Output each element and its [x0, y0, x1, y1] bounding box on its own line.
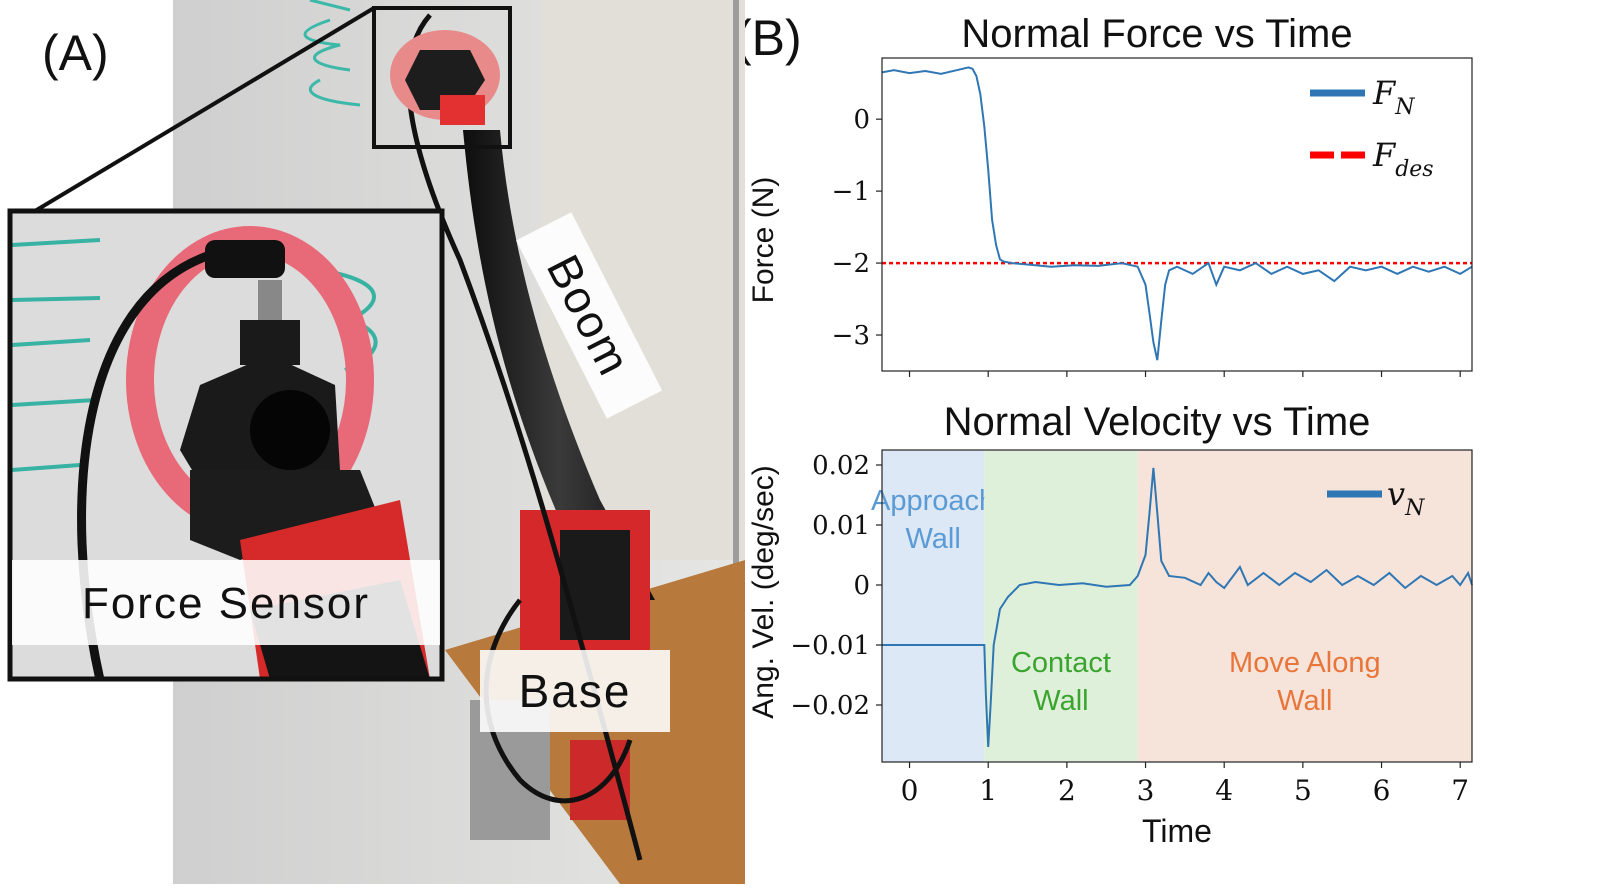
velocity-legend: vN	[1327, 475, 1425, 521]
panel-a-label: (A)	[42, 25, 109, 81]
force-plot-area	[882, 58, 1472, 371]
velocity-chart-title: Normal Velocity vs Time	[944, 400, 1371, 444]
velocity-x-tick-label: 0	[901, 774, 919, 807]
velocity-x-tick-label: 6	[1373, 774, 1391, 807]
base-label-box	[480, 650, 670, 732]
velocity-plot-frame	[881, 449, 1473, 763]
inset-frame	[7, 208, 445, 682]
legend-label-fdes: Fdes	[1372, 136, 1434, 182]
sensor-top	[390, 30, 500, 125]
chart-panel: (B) Normal Force vs Time Force (N) 0 −1 −2…	[735, 0, 1617, 884]
force-sensor-callout: Force Sensor	[82, 579, 370, 628]
force-chart-title: Normal Force vs Time	[961, 12, 1352, 56]
velocity-x-label: Time	[1142, 813, 1212, 849]
force-line	[881, 66, 1473, 361]
force-sensor-label-box	[12, 560, 440, 645]
velocity-x-tick-label: 1	[979, 774, 997, 807]
boom-label-box	[516, 212, 663, 419]
robot-photo: Force Sensor Boom Base (A)	[0, 0, 745, 884]
force-plot-frame	[881, 57, 1473, 372]
region-label-move-along: Wall	[1277, 685, 1332, 717]
inset-source-box	[372, 6, 512, 149]
velocity-x-tick-label: 4	[1215, 774, 1233, 807]
velocity-y-tick-label: 0	[853, 571, 870, 601]
velocity-chart: Normal Velocity vs Time Ang. Vel. (deg/s…	[747, 400, 1473, 849]
force-y-tick-label: 0	[853, 105, 870, 135]
photo-panel: Force Sensor Boom Base (A)	[0, 0, 745, 884]
region-approach	[882, 450, 985, 762]
region-contact	[984, 450, 1138, 762]
region-label-approach: Wall	[905, 523, 960, 555]
region-label-approach: Approach	[871, 485, 995, 517]
panel-b-label: (B)	[745, 10, 802, 66]
region-move-along	[1137, 450, 1472, 762]
photo-edge	[733, 0, 739, 884]
force-y-tick-label: −3	[832, 321, 870, 351]
velocity-x-tick-label: 7	[1451, 774, 1469, 807]
velocity-line	[882, 467, 1473, 748]
inset-connector-line	[33, 6, 376, 213]
legend-label-fn: FN	[1372, 74, 1415, 120]
velocity-x-tick-label: 3	[1137, 774, 1155, 807]
region-label-move-along: Move Along	[1229, 647, 1381, 679]
force-y-tick-label: −1	[832, 177, 870, 207]
velocity-y-tick-label: 0.01	[812, 511, 870, 541]
force-y-tick-label: −2	[832, 249, 870, 279]
force-legend: FN Fdes	[1310, 74, 1434, 182]
velocity-x-tick-label: 2	[1058, 774, 1076, 807]
force-chart: Normal Force vs Time Force (N) 0 −1 −2 −3 F…	[747, 12, 1473, 377]
boom-tube	[463, 130, 655, 600]
red-base	[520, 510, 650, 820]
teal-marker-scribbles	[303, 0, 361, 107]
charts-svg: (B) Normal Force vs Time Force (N) 0 −1 −2…	[735, 10, 1473, 849]
velocity-y-tick-label: −0.01	[790, 631, 870, 661]
region-label-contact: Contact	[1011, 647, 1111, 679]
velocity-x-tick-label: 5	[1294, 774, 1312, 807]
region-label-contact: Wall	[1033, 685, 1088, 717]
velocity-y-tick-label: −0.02	[790, 691, 870, 721]
force-y-label: Force (N)	[747, 177, 780, 304]
velocity-y-tick-label: 0.02	[812, 451, 870, 481]
velocity-y-label: Ang. Vel. (deg/sec)	[747, 465, 780, 718]
legend-label-vn: vN	[1387, 475, 1425, 521]
base-callout: Base	[519, 665, 632, 717]
